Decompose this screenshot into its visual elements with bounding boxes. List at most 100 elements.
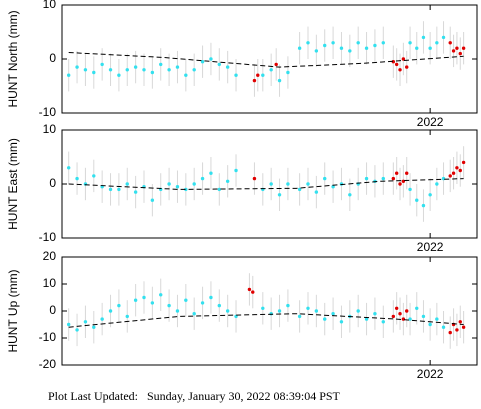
point (401, 179, 406, 183)
point (108, 309, 113, 313)
point (200, 176, 205, 181)
x-tick-label: 2022 (417, 367, 444, 381)
point (277, 78, 282, 83)
point (306, 182, 310, 186)
point (167, 68, 171, 72)
point (75, 328, 79, 332)
point (306, 306, 310, 310)
point (306, 41, 310, 45)
point (364, 46, 369, 50)
point (225, 179, 230, 183)
point (458, 168, 462, 173)
point (286, 70, 290, 75)
point (391, 176, 396, 181)
point (217, 187, 221, 192)
y-axis-label: HUNT East (mm) (6, 138, 20, 230)
point (234, 168, 238, 173)
point (455, 166, 459, 170)
plot-frame (61, 256, 478, 366)
point (428, 322, 432, 327)
trend-line (68, 52, 464, 68)
point (269, 182, 273, 186)
point (331, 41, 335, 45)
point (209, 171, 213, 175)
plot-frame (61, 4, 478, 114)
point (117, 73, 121, 77)
point (348, 193, 352, 197)
point (441, 176, 446, 181)
point (117, 303, 121, 308)
point (398, 182, 402, 186)
point (261, 306, 265, 310)
point (408, 187, 412, 192)
point (455, 328, 459, 332)
point (421, 35, 426, 40)
point (356, 309, 360, 313)
point (381, 41, 385, 45)
point (159, 62, 163, 67)
point (381, 320, 385, 324)
point (175, 65, 180, 69)
point (314, 309, 319, 313)
y-tick-label: 0 (49, 303, 56, 317)
point (394, 306, 399, 310)
y-axis-label: HUNT Up (mm) (6, 269, 20, 352)
point (159, 293, 163, 297)
y-tick-label: -10 (39, 230, 57, 244)
point (381, 176, 385, 181)
point (209, 57, 213, 61)
point (448, 41, 452, 45)
point (192, 182, 196, 186)
point (435, 317, 439, 321)
point (331, 185, 335, 189)
point (435, 41, 439, 45)
point (184, 73, 188, 77)
y-tick-label: 10 (43, 0, 57, 11)
point (117, 187, 121, 192)
point (421, 314, 426, 319)
y-tick-label: 10 (43, 276, 57, 290)
point (461, 46, 466, 50)
point (394, 171, 399, 175)
point (247, 287, 252, 292)
point (133, 190, 138, 194)
point (314, 190, 319, 194)
point (92, 325, 96, 329)
point (75, 176, 79, 181)
point (150, 70, 155, 75)
point (125, 182, 129, 186)
y-tick-label: -10 (39, 330, 57, 344)
point (398, 68, 402, 72)
point (133, 65, 138, 69)
point (167, 303, 171, 308)
point (75, 65, 79, 69)
point (405, 65, 409, 69)
point (274, 62, 278, 67)
point (252, 78, 257, 83)
point (415, 306, 419, 310)
point (356, 41, 360, 45)
point (428, 193, 432, 197)
point (408, 41, 412, 45)
point (451, 49, 456, 53)
point (461, 325, 466, 329)
point (277, 309, 282, 313)
point (421, 203, 426, 208)
y-tick-label: 0 (49, 51, 56, 65)
point (209, 295, 213, 300)
point (252, 176, 257, 181)
point (458, 51, 462, 56)
point (100, 62, 104, 67)
point (458, 320, 462, 324)
point (373, 43, 377, 48)
point (405, 171, 409, 175)
point (200, 301, 205, 305)
point (184, 298, 188, 302)
point (415, 46, 419, 50)
point (261, 73, 265, 77)
point (277, 193, 282, 197)
point (142, 295, 146, 300)
point (331, 312, 335, 316)
point (408, 317, 412, 321)
